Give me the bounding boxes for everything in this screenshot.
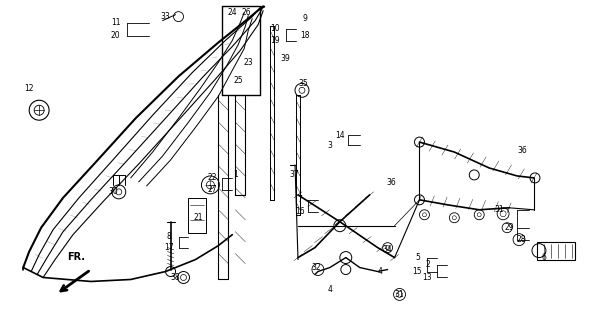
Text: 26: 26	[241, 8, 251, 17]
Text: 18: 18	[300, 31, 310, 40]
Text: 3: 3	[328, 140, 332, 149]
Text: 8: 8	[166, 232, 171, 241]
Text: 13: 13	[422, 273, 432, 282]
Text: 9: 9	[302, 14, 307, 23]
Text: 34: 34	[383, 245, 392, 254]
Text: 31: 31	[395, 290, 404, 299]
Text: 7: 7	[298, 195, 302, 204]
Text: 2: 2	[425, 260, 430, 269]
Text: 24: 24	[227, 8, 237, 17]
Text: 4: 4	[377, 267, 382, 276]
Text: 19: 19	[270, 36, 280, 45]
Text: 33: 33	[161, 12, 170, 21]
Text: 36: 36	[387, 179, 397, 188]
Text: 38: 38	[171, 273, 181, 282]
Text: 15: 15	[413, 267, 422, 276]
Bar	[188, 198, 206, 233]
Text: 39: 39	[280, 54, 290, 63]
Text: 1: 1	[233, 171, 238, 180]
Text: 6: 6	[541, 253, 547, 262]
Bar	[537, 242, 575, 260]
Text: 30: 30	[108, 188, 118, 196]
Text: 25: 25	[233, 76, 243, 85]
Text: 20: 20	[111, 31, 121, 40]
Text: 27: 27	[208, 185, 217, 194]
Text: FR.: FR.	[67, 252, 85, 261]
Text: 17: 17	[164, 243, 173, 252]
Text: 22: 22	[208, 173, 217, 182]
Text: 23: 23	[244, 58, 253, 67]
Text: 5: 5	[415, 253, 420, 262]
Text: 12: 12	[25, 84, 34, 93]
Text: 36: 36	[517, 146, 527, 155]
Text: 32: 32	[311, 263, 321, 272]
Text: 31: 31	[494, 205, 504, 214]
Text: 11: 11	[111, 18, 121, 27]
Text: 28: 28	[516, 235, 526, 244]
Text: 14: 14	[335, 131, 344, 140]
Text: 29: 29	[504, 223, 514, 232]
Text: 10: 10	[270, 24, 280, 33]
Text: 35: 35	[298, 79, 308, 88]
Text: 4: 4	[328, 285, 332, 294]
Text: 21: 21	[194, 213, 203, 222]
Text: 37: 37	[289, 171, 299, 180]
Text: 16: 16	[295, 207, 305, 216]
